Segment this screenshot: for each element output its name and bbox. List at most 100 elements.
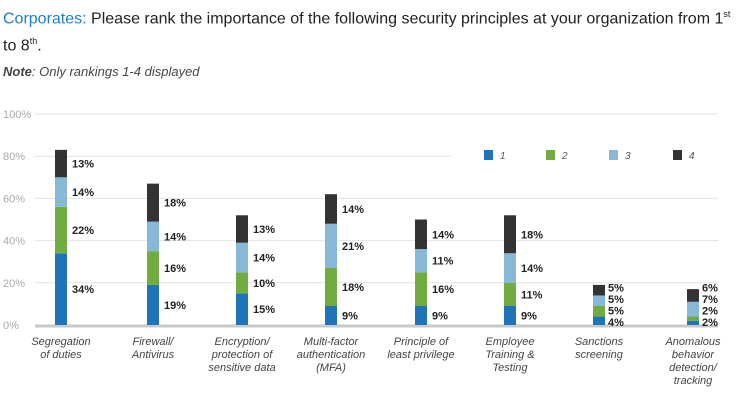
category-label: detection/ (669, 362, 718, 374)
bar-segment-rank-3 (687, 301, 699, 317)
category-label: authentication (297, 349, 366, 361)
bar-segment-rank-2 (687, 316, 699, 321)
legend-swatch-1 (484, 150, 493, 160)
legend-label: 4 (689, 151, 695, 162)
bar-segment-rank-4 (593, 284, 605, 296)
legend-swatch-4 (673, 150, 682, 160)
bar-segment-rank-2 (504, 282, 516, 307)
bar-segment-rank-3 (504, 253, 516, 283)
data-label: 9% (432, 311, 448, 323)
y-tick-label: 60% (3, 193, 25, 205)
bar-segment-rank-3 (55, 177, 67, 207)
category-label: sensitive data (208, 362, 275, 374)
bar-segment-rank-4 (504, 215, 516, 254)
bar-segment-rank-1 (593, 316, 605, 325)
data-label: 5% (608, 306, 624, 318)
category-label: Principle of (394, 336, 449, 348)
category-label: Firewall/ (133, 336, 175, 348)
bar-segment-rank-1 (55, 253, 67, 325)
legend-label: 2 (561, 151, 568, 162)
data-label: 16% (432, 284, 454, 296)
title-sup-1: st (723, 9, 731, 19)
data-label: 14% (72, 187, 94, 199)
bar-segment-rank-3 (593, 295, 605, 307)
bar-segment-rank-1 (687, 320, 699, 325)
legend-swatch-2 (546, 150, 555, 160)
legend-swatch-3 (609, 150, 618, 160)
bar-segment-rank-2 (55, 206, 67, 254)
data-label: 18% (342, 282, 364, 294)
bar-segment-rank-3 (325, 223, 337, 269)
category-label: Multi-factor (304, 336, 360, 348)
bar-segment-rank-1 (236, 293, 248, 325)
category-label: screening (575, 349, 624, 361)
note-bold: Note (3, 64, 32, 79)
bar-segment-rank-4 (415, 219, 427, 250)
data-label: 19% (164, 300, 186, 312)
bar-segment-rank-2 (236, 272, 248, 294)
category-label: Antivirus (131, 349, 175, 361)
category-label: Training & (485, 349, 534, 361)
title-end: . (37, 37, 42, 55)
legend-label: 3 (625, 151, 631, 162)
bar-segment-rank-1 (325, 306, 337, 325)
title-accent: Corporates: (3, 10, 87, 28)
data-label: 14% (432, 229, 454, 241)
data-label: 11% (521, 289, 543, 301)
data-label: 22% (72, 225, 94, 237)
data-label: 34% (72, 284, 94, 296)
data-label: 15% (253, 304, 275, 316)
data-label: 13% (72, 159, 94, 171)
data-label: 2% (702, 306, 718, 318)
data-label: 14% (342, 204, 364, 216)
bar-segment-rank-2 (593, 306, 605, 317)
chart-title: Corporates: Please rank the importance o… (3, 3, 743, 58)
data-label: 2% (702, 317, 718, 329)
y-tick-label: 100% (3, 109, 31, 121)
data-label: 18% (521, 229, 543, 241)
data-label: 21% (342, 241, 364, 253)
data-label: 5% (608, 283, 624, 295)
bar-segment-rank-4 (325, 194, 337, 224)
category-label: tracking (674, 375, 713, 387)
data-label: 10% (253, 278, 275, 290)
category-label: behavior (672, 349, 716, 361)
category-label: Encryption/ (214, 336, 270, 348)
data-label: 14% (253, 252, 275, 264)
category-label: protection of (211, 349, 273, 361)
category-label: (MFA) (316, 362, 346, 374)
bar-segment-rank-1 (504, 306, 516, 325)
bar-segment-rank-1 (147, 284, 159, 325)
bar-segment-rank-2 (325, 268, 337, 307)
category-label: Anomalous (664, 336, 721, 348)
bar-segment-rank-3 (147, 221, 159, 252)
bar-segment-rank-4 (147, 183, 159, 222)
y-tick-label: 20% (3, 278, 25, 290)
chart-note: Note: Only rankings 1-4 displayed (3, 64, 200, 79)
data-label: 6% (702, 283, 718, 295)
bar-segment-rank-4 (687, 289, 699, 302)
category-label: Sanctions (575, 336, 624, 348)
bar-segment-rank-1 (415, 306, 427, 325)
bar-segment-rank-2 (415, 272, 427, 307)
y-tick-label: 40% (3, 236, 25, 248)
bar-segment-rank-4 (236, 215, 248, 243)
title-sup-2: th (29, 36, 38, 47)
data-label: 16% (164, 263, 186, 275)
bar-segment-rank-3 (236, 242, 248, 273)
y-tick-label: 0% (3, 320, 19, 332)
legend-label: 1 (500, 151, 506, 162)
bar-segment-rank-2 (147, 251, 159, 285)
category-label: of duties (40, 349, 82, 361)
y-tick-label: 80% (3, 151, 25, 163)
note-text: : Only rankings 1-4 displayed (31, 64, 200, 79)
bar-segment-rank-3 (415, 249, 427, 273)
data-label: 18% (164, 198, 186, 210)
category-label: Testing (492, 362, 528, 374)
bar-segment-rank-4 (55, 149, 67, 178)
category-label: least privilege (387, 349, 454, 361)
data-label: 4% (608, 317, 624, 329)
title-main: Please rank the importance of the follow… (86, 10, 724, 28)
